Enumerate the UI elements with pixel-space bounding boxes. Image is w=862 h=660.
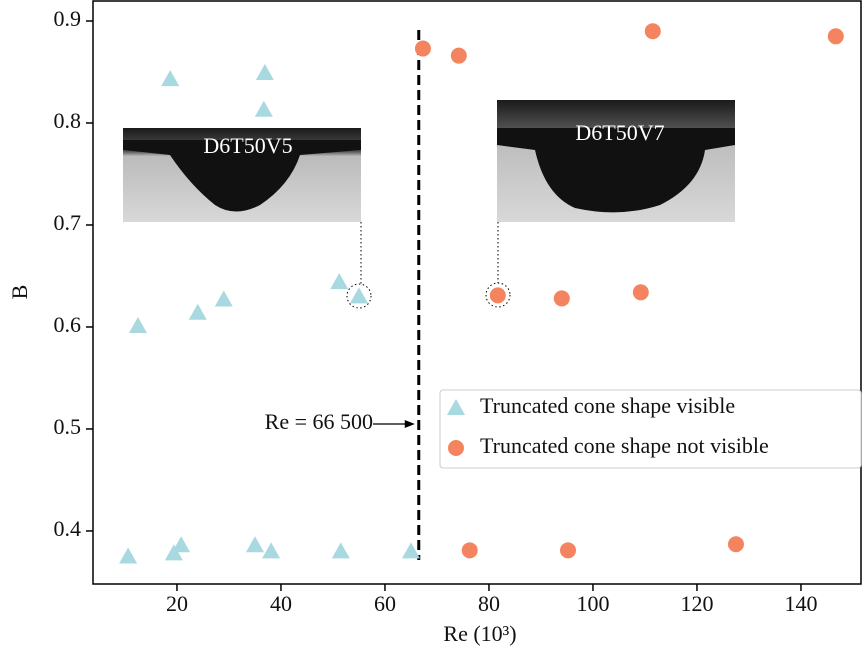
x-tick-label: 100 (576, 591, 609, 616)
point (262, 542, 281, 559)
inset-label: D6T50V5 (203, 133, 292, 158)
plot-frame (92, 0, 862, 585)
x-axis-label: Re (10³) (443, 621, 516, 646)
arrow-head (404, 420, 415, 428)
legend-marker (447, 399, 465, 415)
point (119, 547, 138, 564)
y-tick-label: 0.8 (54, 108, 82, 133)
point (188, 303, 207, 320)
point (414, 40, 431, 57)
y-tick-label: 0.7 (54, 210, 82, 235)
y-tick-label: 0.4 (54, 516, 82, 541)
point (349, 287, 368, 304)
y-tick-label: 0.9 (54, 6, 82, 31)
point (331, 542, 350, 559)
point (161, 70, 180, 87)
point (245, 536, 264, 553)
x-tick-label: 80 (478, 591, 500, 616)
point (644, 23, 661, 40)
point (214, 290, 233, 307)
y-tick-label: 0.6 (54, 312, 82, 337)
x-tick-label: 40 (270, 591, 292, 616)
y-tick-label: 0.5 (54, 414, 82, 439)
inset-shape (123, 140, 361, 212)
point (330, 273, 349, 290)
point (553, 290, 570, 307)
x-tick-label: 140 (784, 591, 817, 616)
point (172, 536, 191, 553)
legend (439, 389, 862, 469)
point (489, 287, 506, 304)
legend-label: Truncated cone shape visible (480, 393, 735, 418)
threshold-label: Re = 66 500 (265, 409, 373, 434)
inset-label: D6T50V7 (575, 120, 664, 145)
point (255, 64, 274, 81)
point (727, 536, 744, 553)
point (827, 28, 844, 45)
point (560, 542, 577, 559)
legend-label: Truncated cone shape not visible (480, 433, 769, 458)
x-tick-label: 120 (680, 591, 713, 616)
inset-1: D6T50V5 (123, 128, 372, 309)
highlight (485, 282, 511, 308)
point (128, 316, 147, 333)
point (254, 100, 273, 117)
inset-shape (497, 128, 735, 213)
legend-marker (448, 440, 464, 456)
point (461, 542, 478, 559)
point (164, 544, 183, 561)
x-tick-label: 60 (374, 591, 396, 616)
x-tick-label: 20 (166, 591, 188, 616)
highlight (346, 283, 372, 309)
point (632, 284, 649, 301)
point (450, 47, 467, 64)
inset-2: D6T50V7 (485, 100, 735, 308)
y-axis-label: B (7, 285, 32, 300)
point (401, 542, 420, 559)
